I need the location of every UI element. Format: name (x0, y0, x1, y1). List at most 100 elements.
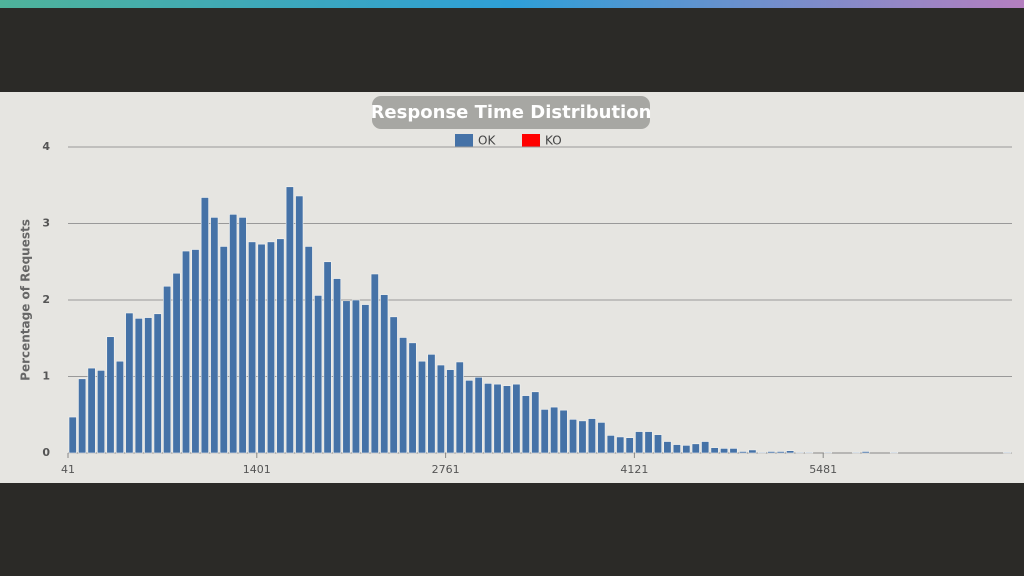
bar (597, 422, 606, 454)
bar (531, 391, 540, 454)
bar (1003, 451, 1012, 454)
bar (710, 447, 719, 454)
x-tick-label: 2761 (432, 463, 460, 476)
bar (446, 369, 455, 454)
bar (776, 451, 785, 454)
bar (795, 451, 804, 454)
bar (720, 448, 729, 454)
bar (144, 317, 153, 454)
legend: OK KO (455, 134, 562, 148)
bar (578, 420, 587, 454)
bar (163, 285, 172, 454)
chart-panel (0, 92, 1024, 483)
bar (672, 444, 681, 454)
bar (87, 367, 96, 454)
bar (512, 383, 521, 454)
bar (691, 443, 700, 454)
bar (635, 431, 644, 454)
bar (474, 376, 483, 454)
bar (436, 364, 445, 454)
y-tick-label: 4 (42, 140, 50, 153)
bar (502, 385, 511, 454)
x-tick-label: 1401 (243, 463, 271, 476)
y-tick-label: 1 (42, 370, 50, 383)
bar (323, 261, 332, 454)
bar (729, 448, 738, 454)
bar (889, 451, 899, 454)
bar (200, 197, 209, 454)
y-tick-label: 3 (42, 217, 50, 230)
bar (455, 361, 464, 454)
bar (266, 241, 275, 454)
bar (361, 304, 370, 454)
bar (219, 246, 228, 454)
bar (786, 450, 795, 454)
title-box (372, 96, 650, 129)
bar (616, 436, 625, 454)
bar (380, 294, 389, 454)
bar (417, 360, 427, 454)
bar (823, 451, 832, 454)
bar (181, 250, 191, 454)
bar (238, 217, 247, 454)
x-tick-label: 5481 (809, 463, 837, 476)
bar (172, 272, 181, 454)
bar (748, 449, 757, 454)
bar (191, 249, 200, 454)
bar (333, 278, 342, 454)
bar (861, 451, 870, 454)
x-tick-label: 4121 (620, 463, 648, 476)
bar (767, 451, 776, 454)
bar (68, 416, 77, 454)
bar (342, 300, 351, 454)
bar (248, 241, 257, 454)
bar (276, 238, 285, 454)
bar (484, 383, 493, 454)
legend-swatch (522, 134, 540, 147)
bar (644, 431, 653, 454)
bar (606, 435, 615, 454)
y-axis-label: Percentage of Requests (19, 219, 33, 381)
bar (106, 336, 115, 454)
legend-swatch (455, 134, 473, 147)
bar (852, 451, 861, 454)
bar (295, 195, 304, 454)
bar (569, 419, 578, 454)
bar (757, 451, 766, 454)
bar (408, 342, 417, 454)
bar (465, 380, 474, 454)
bar (738, 451, 747, 454)
bar (701, 441, 710, 454)
bar (304, 246, 313, 454)
bar (78, 378, 87, 454)
bar (153, 313, 162, 454)
bar (257, 243, 266, 454)
bar (805, 451, 814, 454)
bar (559, 409, 568, 454)
bar (682, 445, 691, 454)
y-tick-label: 0 (42, 446, 50, 459)
bar (97, 370, 106, 454)
bar (115, 360, 124, 454)
bar (550, 406, 559, 454)
bar (587, 418, 596, 454)
bar (351, 299, 360, 454)
bar (134, 318, 143, 454)
legend-label: OK (478, 134, 496, 148)
y-tick-label: 2 (42, 293, 50, 306)
top-strip (0, 0, 1024, 8)
bar (210, 217, 219, 454)
bar (370, 273, 379, 454)
bar (125, 312, 134, 454)
bar (653, 434, 663, 454)
bar (389, 316, 398, 454)
bar (399, 337, 408, 454)
bar (625, 437, 634, 454)
bar (285, 186, 294, 454)
bar (427, 354, 436, 454)
bar (663, 441, 672, 454)
legend-label: KO (545, 134, 562, 148)
bar (493, 383, 502, 454)
bar (540, 409, 549, 454)
